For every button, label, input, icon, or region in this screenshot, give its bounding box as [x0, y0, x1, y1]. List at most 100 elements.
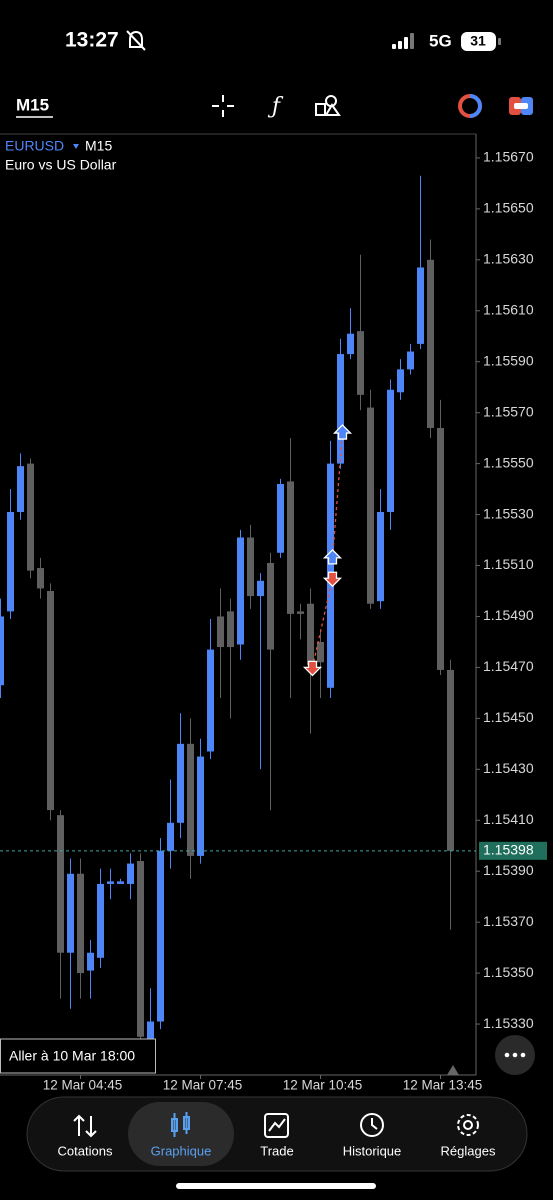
- buy-marker: [322, 548, 343, 565]
- candle-body: [447, 669, 454, 851]
- candle-body: [227, 611, 234, 648]
- candle-body: [107, 881, 114, 884]
- candle-body: [197, 756, 204, 856]
- y-tick-label: 1.15650: [483, 200, 534, 216]
- tab-label[interactable]: Historique: [343, 1143, 402, 1158]
- candle-body: [207, 649, 214, 752]
- candle-body: [37, 568, 44, 589]
- y-tick-label: 1.15570: [483, 403, 534, 419]
- candle-body: [27, 463, 34, 571]
- candle-body: [167, 822, 174, 851]
- candle-body: [437, 427, 444, 670]
- candle-body: [177, 743, 184, 823]
- active-tab-highlight: [128, 1102, 234, 1166]
- candle-body: [137, 861, 144, 1037]
- current-price-label: 1.15398: [483, 842, 534, 858]
- candle-body: [237, 537, 244, 645]
- x-tick-label: 12 Mar 04:45: [43, 1078, 123, 1093]
- candle-body: [287, 481, 294, 614]
- y-tick-label: 1.15410: [483, 811, 534, 827]
- candle-body: [247, 537, 254, 597]
- candle-body: [117, 881, 124, 884]
- tab-label[interactable]: Trade: [260, 1143, 293, 1158]
- candle-body: [77, 873, 84, 974]
- x-tick-label: 12 Mar 10:45: [283, 1078, 363, 1093]
- symbol-description: Euro vs US Dollar: [5, 157, 117, 173]
- candle-body: [397, 369, 404, 393]
- y-tick-label: 1.15550: [483, 454, 534, 470]
- candle-body: [7, 512, 14, 612]
- silent-icon: [126, 30, 146, 51]
- battery-cap: [498, 38, 501, 45]
- battery-level: 31: [470, 33, 486, 49]
- sell-marker: [302, 660, 323, 677]
- y-tick-label: 1.15370: [483, 913, 534, 929]
- symbol[interactable]: EURUSD: [5, 138, 64, 154]
- candle-body: [297, 611, 304, 614]
- candle-body: [337, 354, 344, 464]
- tab-labels: Cotations Graphique Trade Historique Réglage…: [58, 1143, 496, 1158]
- candle-body: [217, 616, 224, 648]
- candle-body: [157, 850, 164, 1022]
- active-tab-bg: [128, 1102, 234, 1166]
- trade-link: [331, 432, 344, 558]
- y-tick-label: 1.15450: [483, 709, 534, 725]
- candle-body: [277, 483, 284, 553]
- candle-body: [17, 466, 24, 513]
- candle-body: [127, 863, 134, 884]
- candle-body: [67, 873, 74, 953]
- indicators-button[interactable]: ƒ: [267, 94, 284, 119]
- crosshair-button[interactable]: [212, 95, 234, 117]
- candle-body: [267, 562, 274, 650]
- home-indicator: [176, 1183, 376, 1189]
- goto-button[interactable]: [0, 1038, 156, 1074]
- candle-body: [387, 389, 394, 513]
- x-tick-label: 12 Mar 13:45: [403, 1078, 483, 1093]
- chart-timeframe: M15: [85, 138, 112, 154]
- candle-body: [47, 590, 54, 811]
- tab-label[interactable]: Cotations: [58, 1143, 113, 1158]
- candle-body: [377, 512, 384, 602]
- candle-body: [347, 333, 354, 355]
- candle-body: [87, 952, 94, 971]
- battery: [461, 32, 496, 51]
- y-tick-label: 1.15610: [483, 301, 534, 317]
- one-click-toggle[interactable]: [509, 97, 533, 115]
- y-tick-label: 1.15390: [483, 862, 534, 878]
- symbol-dropdown[interactable]: [73, 144, 79, 149]
- y-tick-label: 1.15590: [483, 352, 534, 368]
- tab-label[interactable]: Graphique: [151, 1143, 212, 1158]
- candle-body: [257, 580, 264, 597]
- objects-button[interactable]: [315, 95, 341, 116]
- more-dots: [504, 1052, 526, 1058]
- sell-marker: [322, 571, 343, 588]
- y-tick-label: 1.15630: [483, 251, 534, 267]
- candle-body: [407, 351, 414, 370]
- candle-body: [97, 883, 104, 958]
- network: 5G: [429, 31, 452, 50]
- candle-body: [57, 815, 64, 953]
- y-tick-label: 1.15430: [483, 760, 534, 776]
- clock: 13:27: [65, 29, 119, 52]
- y-tick-label: 1.15490: [483, 607, 534, 623]
- candle-body: [147, 1021, 154, 1040]
- tab-label[interactable]: Réglages: [441, 1143, 496, 1158]
- timeframe-button[interactable]: M15: [16, 95, 49, 114]
- candle-body: [317, 641, 324, 663]
- x-tick-label: 12 Mar 07:45: [163, 1078, 243, 1093]
- signal-icon: [392, 33, 414, 49]
- plot: [0, 175, 454, 1045]
- buy-marker: [332, 424, 353, 440]
- candle-body: [427, 259, 434, 428]
- y-tick-label: 1.15530: [483, 505, 534, 521]
- y-tick-label: 1.15510: [483, 556, 534, 572]
- candle-body: [417, 267, 424, 344]
- y-tick-label: 1.15470: [483, 658, 534, 674]
- scroll-marker: [447, 1065, 459, 1075]
- candle-body: [187, 743, 194, 856]
- candle-body: [367, 407, 374, 604]
- current-price-tag: [479, 841, 547, 860]
- trade-toggle[interactable]: [458, 94, 482, 118]
